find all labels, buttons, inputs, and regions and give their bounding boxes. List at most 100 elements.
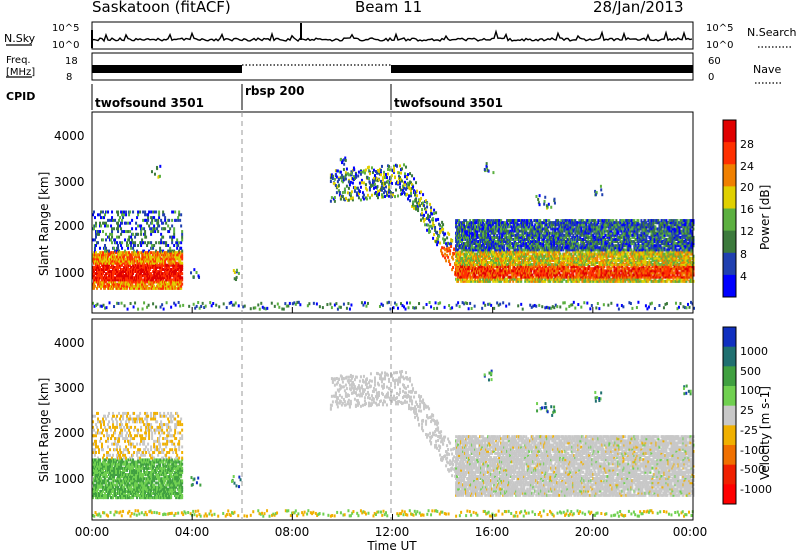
power-cell — [451, 240, 453, 243]
power-cell — [610, 302, 612, 305]
power-cell — [140, 230, 142, 233]
power-cell — [112, 219, 114, 222]
power-cell — [173, 236, 175, 239]
power-cell — [202, 302, 204, 305]
power-cell — [147, 219, 149, 222]
power-cell — [535, 305, 537, 308]
power-cell — [137, 308, 139, 311]
power-cell — [102, 251, 104, 254]
power-cell — [367, 194, 369, 197]
power-cell — [169, 247, 171, 250]
power-cell — [444, 238, 446, 241]
power-cell — [128, 213, 130, 216]
power-cell — [215, 304, 217, 307]
power-cell — [142, 211, 144, 214]
power-cell — [371, 194, 373, 197]
power-cell — [230, 301, 232, 304]
power-cell — [616, 304, 618, 307]
power-cell — [431, 212, 433, 215]
power-cell — [95, 224, 97, 227]
power-cell — [99, 230, 101, 233]
power-cell — [181, 230, 183, 233]
power-cell — [364, 172, 366, 175]
power-cell — [129, 222, 131, 225]
power-cell — [424, 223, 426, 226]
power-cell — [117, 222, 119, 225]
power-cell — [152, 230, 154, 233]
power-cell — [97, 241, 99, 244]
power-cell — [180, 247, 182, 250]
power-cell — [142, 241, 144, 244]
power-cell — [98, 233, 100, 236]
power-cell — [152, 302, 154, 305]
power-cell — [102, 230, 104, 233]
power-scatter — [92, 157, 695, 311]
power-cell — [415, 306, 417, 309]
power-cell — [433, 233, 435, 236]
power-cell — [173, 233, 175, 236]
power-cell — [409, 301, 411, 304]
power-cell — [598, 307, 600, 310]
power-cell — [155, 219, 157, 222]
power-cell — [397, 194, 399, 197]
power-cell — [346, 307, 348, 310]
power-cell — [444, 253, 446, 256]
power-cell — [403, 187, 405, 190]
power-cell — [450, 245, 452, 248]
power-cell — [111, 241, 113, 244]
power-cell — [407, 173, 409, 176]
power-cell — [137, 233, 139, 236]
power-cell — [426, 303, 428, 306]
power-cell — [160, 233, 162, 236]
power-cell — [413, 177, 415, 180]
power-cell — [127, 308, 129, 311]
power-cell — [223, 302, 225, 305]
power-cell — [538, 304, 540, 307]
power-cell — [117, 230, 119, 233]
power-cell — [334, 196, 336, 199]
power-cell — [441, 246, 443, 249]
power-cell — [385, 173, 387, 176]
power-cell — [173, 244, 175, 247]
power-cell — [95, 222, 97, 225]
power-cell — [114, 238, 116, 241]
power-cell — [430, 209, 432, 212]
power-cell — [392, 193, 394, 196]
power-cell — [472, 280, 474, 283]
power-cell — [336, 176, 338, 179]
power-cell — [416, 190, 418, 193]
power-cell — [397, 307, 399, 310]
power-cell — [127, 244, 129, 247]
power-cell — [383, 171, 385, 174]
power-cell — [421, 212, 423, 215]
power-cell — [313, 302, 315, 305]
power-cell — [432, 237, 434, 240]
power-cell — [388, 301, 390, 304]
power-cell — [348, 199, 350, 202]
power-cell — [384, 195, 386, 198]
power-cell — [107, 224, 109, 227]
power-cell — [393, 167, 395, 170]
power-cell — [111, 211, 113, 214]
power-cell — [382, 304, 384, 307]
power-cell — [130, 247, 132, 250]
power-cell — [121, 219, 123, 222]
power-cell — [360, 198, 362, 201]
power-cell — [425, 211, 427, 214]
power-cell — [407, 197, 409, 200]
power-cell — [205, 305, 207, 308]
power-cell — [577, 303, 579, 306]
power-cell — [103, 304, 105, 307]
power-cell — [367, 302, 369, 305]
power-cell — [322, 306, 324, 309]
power-cell — [176, 247, 178, 250]
power-cell — [152, 211, 154, 214]
power-cell — [150, 241, 152, 244]
power-cell — [133, 285, 135, 288]
power-cell — [266, 307, 268, 310]
freq-trace-left — [92, 65, 242, 73]
power-cell — [541, 305, 543, 308]
freq-panel: Freq. [MHz] 18 8 60 0 Nave — [6, 53, 782, 83]
power-cell — [134, 236, 136, 239]
power-cell — [104, 250, 106, 253]
